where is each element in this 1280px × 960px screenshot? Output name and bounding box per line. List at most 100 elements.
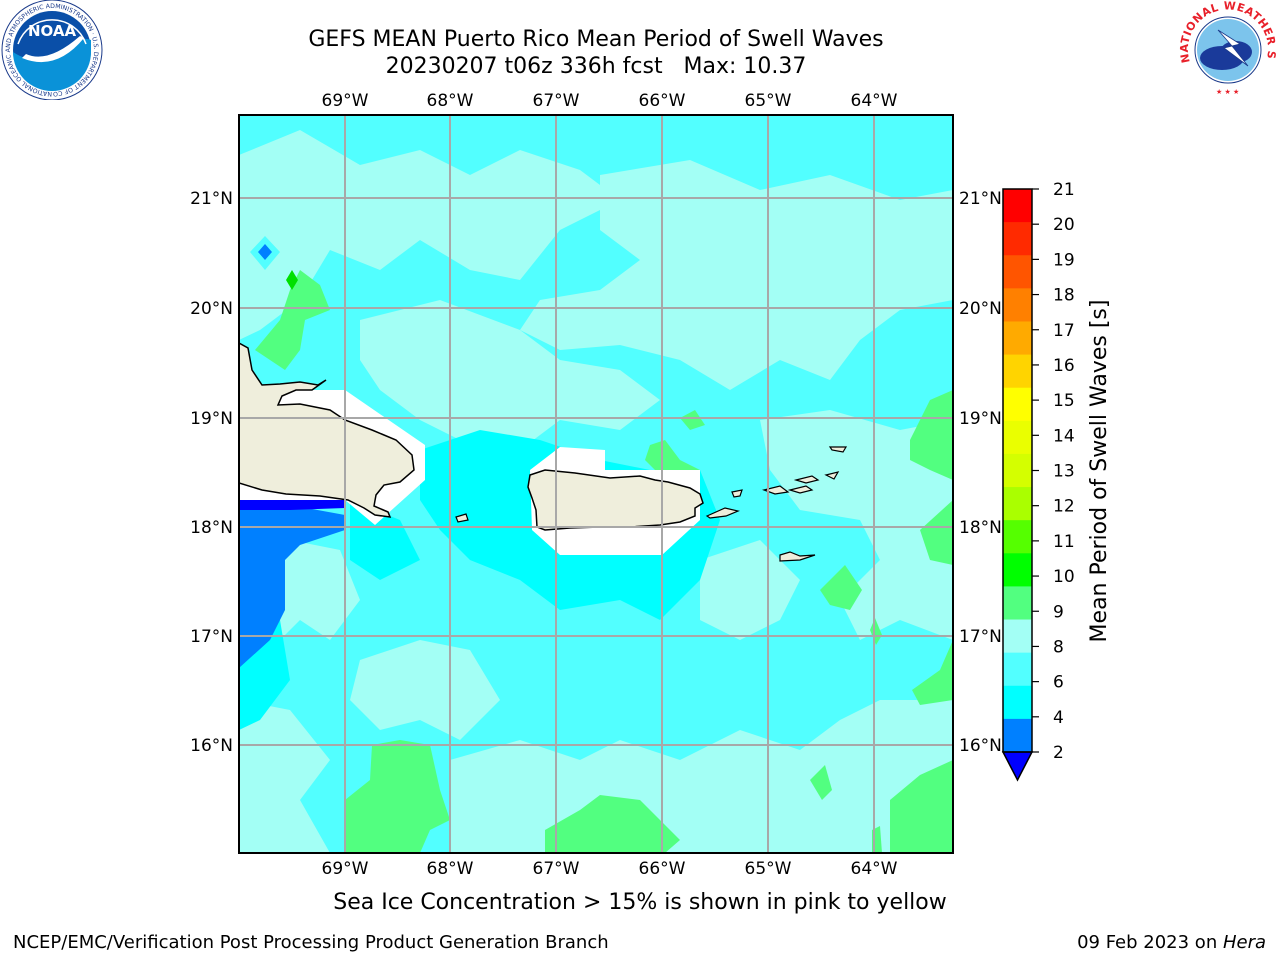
contour-9-10 xyxy=(910,390,953,480)
colorbar-tick-label: 18 xyxy=(1053,286,1075,306)
island xyxy=(824,471,840,480)
render-date: 09 Feb 2023 on Hera xyxy=(1077,932,1266,953)
lon-label: 65°W xyxy=(745,91,792,111)
lat-labels-right: 21°N 20°N 19°N 18°N 17°N 16°N xyxy=(959,189,1002,756)
lat-label: 20°N xyxy=(190,299,233,319)
colorbar-segment xyxy=(1003,652,1032,687)
colorbar-segment xyxy=(1003,586,1032,621)
chart-title: GEFS MEAN Puerto Rico Mean Period of Swe… xyxy=(308,27,884,52)
colorbar-tick-label: 4 xyxy=(1053,708,1064,728)
colorbar-tick-label: 15 xyxy=(1053,391,1075,411)
contour-2-4 xyxy=(239,500,345,510)
colorbar-segment xyxy=(1003,453,1032,488)
nws-logo: NATIONAL WEATHER SERVICE ★ ★ ★ xyxy=(1178,0,1278,99)
contour-8-9 xyxy=(700,540,800,640)
colorbar-segment xyxy=(1003,718,1032,753)
colorbar-segment xyxy=(1003,387,1032,422)
colorbar-segment xyxy=(1003,487,1032,521)
lat-label: 18°N xyxy=(190,518,233,538)
colorbar-segment xyxy=(1003,189,1032,223)
colorbar-segment xyxy=(1003,420,1032,455)
contour-9-10 xyxy=(255,270,330,370)
contour-9-10 xyxy=(345,740,450,853)
contour-9-10 xyxy=(912,640,953,705)
lon-label: 66°W xyxy=(639,91,686,111)
contour-6-8 xyxy=(350,500,420,580)
contour-9-10 xyxy=(810,765,832,800)
contour-8-9 xyxy=(360,300,660,450)
colorbar-tick-label: 12 xyxy=(1053,497,1075,517)
colorbar-segment xyxy=(1003,354,1032,389)
noaa-wordmark: NOAA xyxy=(28,22,77,40)
island xyxy=(761,485,790,495)
lon-label: 66°W xyxy=(639,859,686,879)
colorbar-label: Mean Period of Swell Waves [s] xyxy=(1087,300,1112,643)
lat-label: 17°N xyxy=(959,627,1002,647)
colorbar-tick-label: 10 xyxy=(1053,567,1075,587)
lat-label: 19°N xyxy=(959,409,1002,429)
lon-label: 69°W xyxy=(322,859,369,879)
nws-stars: ★ ★ ★ xyxy=(1216,88,1239,96)
colorbar-tick-label: 2 xyxy=(1053,743,1064,763)
colorbar-tick-label: 8 xyxy=(1053,637,1064,657)
render-date-text: 09 Feb 2023 on xyxy=(1077,932,1223,953)
chart-subtitle: 20230207 t06z 336h fcst Max: 10.37 xyxy=(385,54,807,79)
lat-label: 20°N xyxy=(959,299,1002,319)
colorbar-segment xyxy=(1003,520,1032,554)
island xyxy=(779,551,816,562)
hispaniola-land xyxy=(239,342,415,518)
lon-label: 69°W xyxy=(322,91,369,111)
lon-label: 68°W xyxy=(427,91,474,111)
contour-8-9 xyxy=(520,160,953,390)
island xyxy=(787,485,814,494)
contour-9-10 xyxy=(920,500,953,565)
producer-credit: NCEP/EMC/Verification Post Processing Pr… xyxy=(13,932,609,953)
colorbar-tick-label: 13 xyxy=(1053,462,1075,482)
colorbar-tick-label: 17 xyxy=(1053,321,1075,341)
contour-10-11 xyxy=(286,270,298,290)
lon-label: 64°W xyxy=(851,859,898,879)
lon-label: 65°W xyxy=(745,859,792,879)
contour-9-10 xyxy=(645,440,700,475)
contour-9-10 xyxy=(890,760,953,853)
lat-label: 16°N xyxy=(190,736,233,756)
colorbar-tick-label: 21 xyxy=(1053,180,1075,200)
map-frame xyxy=(238,114,954,854)
contour-8-9 xyxy=(760,410,953,640)
colorbar-tick-label: 16 xyxy=(1053,356,1075,376)
contour-9-10 xyxy=(545,795,680,853)
lon-label: 67°W xyxy=(533,91,580,111)
colorbar-extend-arrow xyxy=(1001,751,1034,782)
contour-8-9 xyxy=(350,640,500,740)
contour-8-9 xyxy=(239,700,330,853)
colorbar-segment xyxy=(1003,619,1032,654)
island xyxy=(705,507,740,519)
lat-label: 17°N xyxy=(190,627,233,647)
colorbar-tick-label: 14 xyxy=(1053,426,1075,446)
lon-label: 67°W xyxy=(533,859,580,879)
render-host: Hera xyxy=(1222,932,1266,953)
contour-9-10 xyxy=(680,410,705,430)
puerto-rico-land xyxy=(527,469,704,531)
colorbar-segment xyxy=(1003,222,1032,256)
contour-2-4 xyxy=(258,244,272,260)
lat-label: 18°N xyxy=(959,518,1002,538)
island xyxy=(793,475,820,484)
colorbar: 21 20 19 18 17 16 15 14 13 12 11 10 9 8 6 4 2 xyxy=(1001,180,1075,782)
graticule xyxy=(239,115,953,853)
lat-label: 21°N xyxy=(190,189,233,209)
lat-label: 19°N xyxy=(190,409,233,429)
lon-label: 68°W xyxy=(427,859,474,879)
colorbar-tick-label: 6 xyxy=(1053,673,1064,693)
lon-labels-top: 69°W 68°W 67°W 66°W 65°W 64°W xyxy=(322,91,898,111)
colorbar-tick-label: 11 xyxy=(1053,532,1075,552)
colorbar-segment xyxy=(1003,321,1032,356)
colorbar-tick-label: 19 xyxy=(1053,250,1075,270)
colorbar-tick-label: 9 xyxy=(1053,602,1064,622)
island xyxy=(828,446,848,453)
lat-label: 16°N xyxy=(959,736,1002,756)
lon-labels-bottom: 69°W 68°W 67°W 66°W 65°W 64°W xyxy=(322,859,898,879)
contour-9-10 xyxy=(820,565,862,610)
swell-period-field xyxy=(239,115,953,853)
